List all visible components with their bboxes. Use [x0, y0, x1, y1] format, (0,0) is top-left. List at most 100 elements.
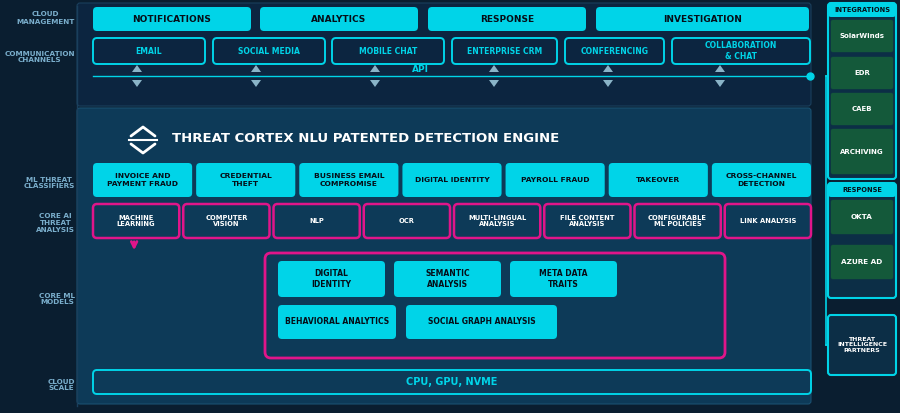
Polygon shape: [715, 65, 725, 72]
Text: OCR: OCR: [399, 218, 415, 224]
Text: SOCIAL GRAPH ANALYSIS: SOCIAL GRAPH ANALYSIS: [428, 318, 536, 327]
FancyBboxPatch shape: [454, 204, 540, 238]
Text: CONFIGURABLE
ML POLICIES: CONFIGURABLE ML POLICIES: [648, 214, 707, 228]
Text: COMMUNICATION
CHANNELS: COMMUNICATION CHANNELS: [4, 50, 75, 64]
Text: OKTA: OKTA: [851, 214, 873, 220]
FancyBboxPatch shape: [596, 7, 809, 31]
Text: DIGITAL IDENTITY: DIGITAL IDENTITY: [415, 177, 490, 183]
FancyBboxPatch shape: [828, 183, 896, 197]
Text: CLOUD
MANAGEMENT: CLOUD MANAGEMENT: [16, 12, 75, 24]
FancyBboxPatch shape: [402, 163, 501, 197]
FancyBboxPatch shape: [77, 108, 811, 404]
FancyBboxPatch shape: [93, 38, 205, 64]
Text: BUSINESS EMAIL
COMPROMISE: BUSINESS EMAIL COMPROMISE: [313, 173, 384, 187]
Text: BEHAVIORAL ANALYTICS: BEHAVIORAL ANALYTICS: [285, 318, 389, 327]
Text: CORE AI
THREAT
ANALYSIS: CORE AI THREAT ANALYSIS: [36, 213, 75, 233]
FancyBboxPatch shape: [831, 245, 893, 279]
FancyBboxPatch shape: [260, 7, 418, 31]
Text: CREDENTIAL
THEFT: CREDENTIAL THEFT: [220, 173, 272, 187]
Polygon shape: [251, 80, 261, 87]
Polygon shape: [715, 80, 725, 87]
FancyBboxPatch shape: [213, 38, 325, 64]
FancyBboxPatch shape: [712, 163, 811, 197]
Text: ENTERPRISE CRM: ENTERPRISE CRM: [467, 47, 542, 55]
FancyBboxPatch shape: [724, 204, 811, 238]
Text: EDR: EDR: [854, 70, 870, 76]
FancyBboxPatch shape: [506, 163, 605, 197]
FancyBboxPatch shape: [828, 183, 896, 298]
FancyBboxPatch shape: [93, 163, 192, 197]
FancyBboxPatch shape: [77, 3, 811, 106]
Polygon shape: [603, 80, 613, 87]
FancyBboxPatch shape: [196, 163, 295, 197]
Text: AZURE AD: AZURE AD: [842, 259, 883, 265]
Text: CONFERENCING: CONFERENCING: [580, 47, 649, 55]
Text: PAYROLL FRAUD: PAYROLL FRAUD: [521, 177, 590, 183]
Text: ML THREAT
CLASSIFIERS: ML THREAT CLASSIFIERS: [23, 176, 75, 190]
Text: SOCIAL MEDIA: SOCIAL MEDIA: [238, 47, 300, 55]
Polygon shape: [489, 65, 499, 72]
FancyBboxPatch shape: [93, 7, 251, 31]
FancyBboxPatch shape: [274, 204, 360, 238]
Text: EMAIL: EMAIL: [136, 47, 162, 55]
Text: SEMANTIC
ANALYSIS: SEMANTIC ANALYSIS: [425, 269, 470, 289]
Text: ARCHIVING: ARCHIVING: [841, 149, 884, 154]
Text: CROSS-CHANNEL
DETECTION: CROSS-CHANNEL DETECTION: [725, 173, 797, 187]
FancyBboxPatch shape: [565, 38, 664, 64]
Text: MULTI-LINGUAL
ANALYSIS: MULTI-LINGUAL ANALYSIS: [468, 214, 526, 228]
Text: CPU, GPU, NVME: CPU, GPU, NVME: [406, 377, 498, 387]
Text: CORE ML
MODELS: CORE ML MODELS: [39, 292, 75, 306]
Text: INVESTIGATION: INVESTIGATION: [663, 14, 742, 24]
FancyBboxPatch shape: [394, 261, 501, 297]
FancyBboxPatch shape: [364, 204, 450, 238]
FancyBboxPatch shape: [831, 20, 893, 52]
Text: NLP: NLP: [310, 218, 324, 224]
Polygon shape: [251, 65, 261, 72]
FancyBboxPatch shape: [828, 3, 896, 179]
Text: MOBILE CHAT: MOBILE CHAT: [359, 47, 418, 55]
Text: THREAT CORTEX NLU PATENTED DETECTION ENGINE: THREAT CORTEX NLU PATENTED DETECTION ENG…: [172, 133, 559, 145]
FancyBboxPatch shape: [428, 7, 586, 31]
Text: THREAT
INTELLIGENCE
PARTNERS: THREAT INTELLIGENCE PARTNERS: [837, 337, 887, 353]
FancyBboxPatch shape: [300, 163, 399, 197]
FancyBboxPatch shape: [452, 38, 557, 64]
FancyBboxPatch shape: [828, 3, 896, 17]
Text: COMPUTER
VISION: COMPUTER VISION: [205, 214, 248, 228]
Text: TAKEOVER: TAKEOVER: [636, 177, 680, 183]
Polygon shape: [132, 80, 142, 87]
FancyBboxPatch shape: [831, 129, 893, 174]
Polygon shape: [489, 80, 499, 87]
FancyBboxPatch shape: [93, 370, 811, 394]
Polygon shape: [370, 65, 380, 72]
FancyBboxPatch shape: [406, 305, 557, 339]
Polygon shape: [132, 65, 142, 72]
FancyBboxPatch shape: [544, 204, 631, 238]
Text: RESPONSE: RESPONSE: [480, 14, 534, 24]
Text: INVOICE AND
PAYMENT FRAUD: INVOICE AND PAYMENT FRAUD: [107, 173, 178, 187]
Polygon shape: [603, 65, 613, 72]
FancyBboxPatch shape: [831, 57, 893, 89]
Text: META DATA
TRAITS: META DATA TRAITS: [539, 269, 588, 289]
FancyBboxPatch shape: [278, 305, 396, 339]
FancyBboxPatch shape: [634, 204, 721, 238]
Text: DIGITAL
IDENTITY: DIGITAL IDENTITY: [311, 269, 352, 289]
FancyBboxPatch shape: [831, 200, 893, 234]
Text: RESPONSE: RESPONSE: [842, 187, 882, 193]
Text: LINK ANALYSIS: LINK ANALYSIS: [740, 218, 796, 224]
FancyBboxPatch shape: [93, 204, 179, 238]
Text: NOTIFICATIONS: NOTIFICATIONS: [132, 14, 211, 24]
FancyBboxPatch shape: [510, 261, 617, 297]
FancyBboxPatch shape: [184, 204, 269, 238]
Text: FILE CONTENT
ANALYSIS: FILE CONTENT ANALYSIS: [560, 214, 615, 228]
FancyBboxPatch shape: [672, 38, 810, 64]
FancyBboxPatch shape: [831, 93, 893, 125]
Text: CLOUD
SCALE: CLOUD SCALE: [48, 378, 75, 392]
Text: COLLABORATION
& CHAT: COLLABORATION & CHAT: [705, 41, 778, 61]
Text: SolarWinds: SolarWinds: [840, 33, 885, 39]
Text: ANALYTICS: ANALYTICS: [311, 14, 366, 24]
Text: API: API: [411, 65, 428, 74]
Text: MACHINE
LEARNING: MACHINE LEARNING: [117, 214, 156, 228]
FancyBboxPatch shape: [278, 261, 385, 297]
FancyBboxPatch shape: [828, 315, 896, 375]
Polygon shape: [370, 80, 380, 87]
